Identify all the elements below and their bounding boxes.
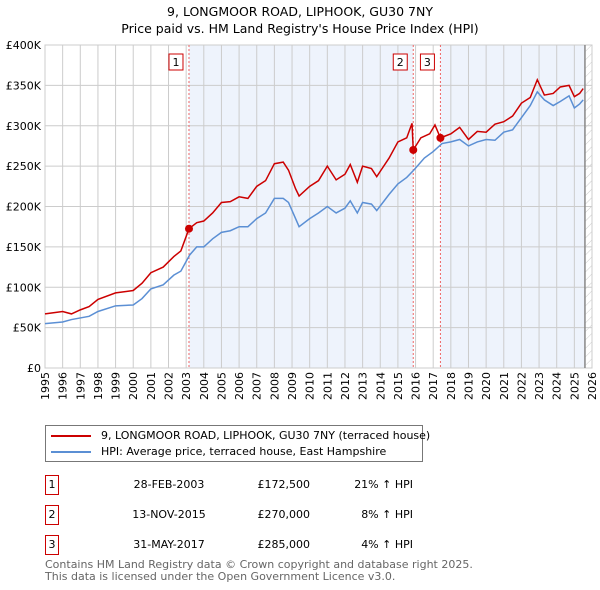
- x-tick-label: 1995: [39, 372, 52, 400]
- x-tick-label: 2004: [198, 372, 211, 400]
- x-tick-label: 2017: [427, 372, 440, 400]
- x-tick-label: 2010: [304, 372, 317, 400]
- sale-label: 1: [172, 56, 179, 69]
- x-tick-label: 2016: [410, 372, 423, 400]
- sale-number: 1: [45, 475, 59, 495]
- y-tick-label: £300K: [6, 120, 42, 133]
- x-tick-label: 2006: [233, 372, 246, 400]
- table-row: 2 13-NOV-2015 £270,000 8% ↑ HPI: [45, 505, 445, 525]
- x-tick-label: 1998: [92, 372, 105, 400]
- sale-date: 31-MAY-2017: [133, 538, 205, 551]
- x-tick-label: 2000: [127, 372, 140, 400]
- property-price-line: [44, 77, 584, 315]
- x-tick-label: 2025: [568, 372, 581, 400]
- y-tick-label: £250K: [6, 160, 42, 173]
- sale-point: [409, 145, 418, 154]
- plot-frame: [44, 44, 593, 369]
- sale-label-box: [392, 53, 408, 71]
- x-tick-label: 2002: [163, 372, 176, 400]
- x-tick-label: 2007: [251, 372, 264, 400]
- x-tick-label: 2020: [480, 372, 493, 400]
- y-tick-label: £0: [27, 362, 41, 375]
- sale-number: 3: [45, 535, 59, 555]
- x-tick-label: 2018: [445, 372, 458, 400]
- sale-number: 2: [45, 505, 59, 525]
- sale-point: [184, 224, 193, 233]
- sale-label-box: [168, 53, 184, 71]
- x-tick-label: 2005: [215, 372, 228, 400]
- x-tick-label: 2011: [321, 372, 334, 400]
- chart-subtitle: Price paid vs. HM Land Registry's House …: [121, 21, 479, 36]
- legend-label: HPI: Average price, terraced house, East…: [101, 445, 387, 458]
- sale-price: £172,500: [257, 478, 311, 491]
- sale-point: [436, 133, 445, 142]
- x-tick-label: 2012: [339, 372, 352, 400]
- x-tick-label: 2001: [145, 372, 158, 400]
- hpi-line: [44, 90, 584, 325]
- sale-date: 13-NOV-2015: [132, 508, 206, 521]
- x-tick-label: 2019: [462, 372, 475, 400]
- x-tick-label: 2023: [533, 372, 546, 400]
- x-tick-label: 2014: [374, 372, 387, 400]
- y-tick-label: £150K: [6, 241, 42, 254]
- legend-label: 9, LONGMOOR ROAD, LIPHOOK, GU30 7NY (ter…: [101, 429, 431, 442]
- table-row: 3 31-MAY-2017 £285,000 4% ↑ HPI: [45, 535, 445, 555]
- x-tick-label: 1996: [57, 372, 70, 400]
- price-chart: 1995 1996 1997 1998 1999 2000 2001 2002 2003 2004…: [6, 39, 599, 400]
- x-tick-label: 2022: [515, 372, 528, 400]
- y-tick-label: £200K: [6, 201, 42, 214]
- sale-price: £270,000: [257, 508, 311, 521]
- sale-price: £285,000: [257, 538, 311, 551]
- sale-hpi-diff: 4% ↑ HPI: [361, 538, 413, 551]
- footer-line: Contains HM Land Registry data © Crown c…: [45, 558, 473, 571]
- y-tick-label: £400K: [6, 39, 42, 52]
- sale-date: 28-FEB-2003: [133, 478, 205, 491]
- x-tick-label: 2009: [286, 372, 299, 400]
- sale-hpi-diff: 8% ↑ HPI: [361, 508, 413, 521]
- sale-label: 3: [424, 56, 431, 69]
- sale-label: 2: [397, 56, 404, 69]
- x-tick-label: 2008: [268, 372, 281, 400]
- y-tick-label: £350K: [6, 79, 42, 92]
- x-tick-label: 2013: [357, 372, 370, 400]
- x-tick-label: 2015: [392, 372, 405, 400]
- x-tick-label: 1999: [110, 372, 123, 400]
- x-tick-label: 2003: [180, 372, 193, 400]
- table-row: 1 28-FEB-2003 £172,500 21% ↑ HPI: [45, 475, 445, 495]
- x-tick-label: 2024: [551, 372, 564, 400]
- legend-swatch-red: [51, 435, 91, 437]
- x-tick-label: 2026: [586, 372, 599, 400]
- sale-label-box: [419, 53, 435, 71]
- chart-title: 9, LONGMOOR ROAD, LIPHOOK, GU30 7NY: [167, 4, 433, 19]
- x-tick-label: 1997: [74, 372, 87, 400]
- x-tick-label: 2021: [498, 372, 511, 400]
- y-tick-label: £100K: [6, 281, 42, 294]
- legend-swatch-blue: [51, 451, 91, 453]
- footer-line: This data is licensed under the Open Gov…: [45, 570, 396, 583]
- y-tick-label: £50K: [13, 322, 42, 335]
- legend: 9, LONGMOOR ROAD, LIPHOOK, GU30 7NY (ter…: [45, 425, 430, 462]
- sale-hpi-diff: 21% ↑ HPI: [354, 478, 413, 491]
